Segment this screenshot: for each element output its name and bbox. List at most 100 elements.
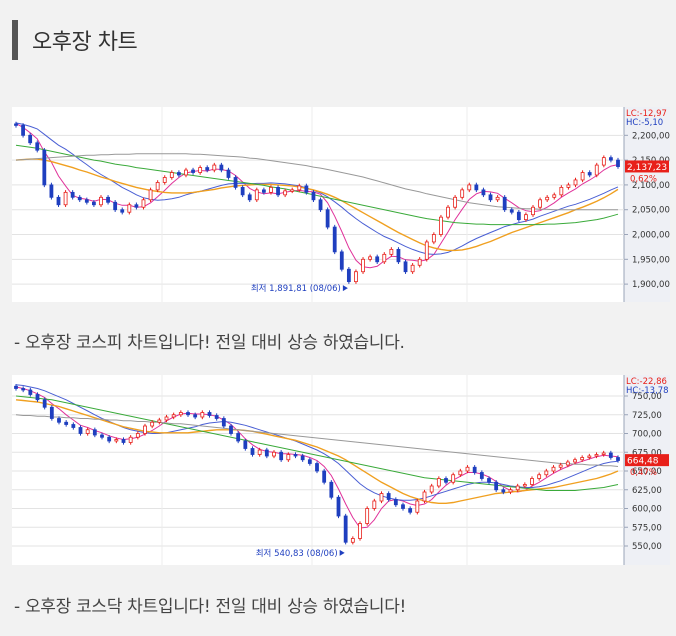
- kospi-candle-body: [609, 157, 613, 161]
- kosdaq-candle-body: [487, 478, 491, 483]
- kospi-y-tick-label: 2,050,00: [632, 206, 670, 216]
- kospi-candle-body: [431, 234, 436, 243]
- kosdaq-candle-body: [365, 508, 370, 524]
- kospi-candle-body: [198, 167, 203, 173]
- kospi-hc-label: HC:-5,10: [626, 118, 663, 128]
- kosdaq-candle-body: [551, 466, 556, 472]
- kospi-candle-body: [346, 268, 351, 283]
- kospi-candle-body: [304, 185, 309, 193]
- kospi-candle-body: [403, 261, 408, 273]
- kosdaq-candle-body: [429, 485, 434, 493]
- section-header: 오후장 차트: [12, 20, 138, 60]
- kospi-candle-body: [176, 172, 181, 176]
- kosdaq-candle-body: [157, 419, 162, 423]
- kosdaq-candle-body: [508, 489, 513, 493]
- kospi-candle-body: [439, 216, 443, 235]
- kosdaq-candle-body: [293, 454, 298, 457]
- kospi-candle-body: [276, 186, 280, 196]
- kospi-candle-body: [290, 189, 295, 192]
- kosdaq-candle-body: [85, 429, 90, 434]
- kospi-ma120-line: [15, 144, 619, 226]
- kosdaq-candle-body: [422, 491, 427, 502]
- kosdaq-candle-body: [315, 463, 319, 472]
- kosdaq-candle-body: [358, 523, 362, 539]
- kosdaq-candle-body: [171, 414, 176, 418]
- kospi-y-tick-label: 2,200,00: [632, 131, 670, 141]
- kosdaq-candle-body: [279, 451, 284, 461]
- kospi-candle-body: [325, 209, 330, 228]
- kospi-candle-body: [566, 184, 571, 188]
- kospi-candle-body: [538, 199, 542, 208]
- kosdaq-hc-label: HC:-13,78: [626, 386, 669, 396]
- kospi-candle-body: [446, 206, 450, 218]
- kosdaq-candle-body: [573, 459, 577, 463]
- kospi-candle-body: [495, 196, 500, 201]
- kosdaq-chart-svg: 750,00 725,00 700,00 675,00 650,00 625,00 600,…: [12, 375, 670, 565]
- kospi-candle-body: [354, 271, 358, 283]
- kosdaq-candle-body: [49, 406, 54, 419]
- kosdaq-candle-body: [121, 439, 126, 443]
- kosdaq-candle-body: [544, 470, 549, 476]
- kosdaq-candle-body: [229, 425, 233, 434]
- kosdaq-y-tick-label: 650,00: [632, 467, 662, 477]
- kospi-lc-label: LC:-12,97: [626, 109, 667, 119]
- kosdaq-candle-body: [78, 427, 83, 434]
- kospi-candle-body: [368, 256, 373, 260]
- kosdaq-current-price-box: [625, 454, 669, 467]
- kospi-current-price-box: [625, 160, 669, 173]
- kospi-candle-body: [14, 123, 18, 126]
- kosdaq-y-tick-label: 550,00: [632, 542, 662, 552]
- kosdaq-low-arrow-icon: [339, 549, 345, 556]
- kosdaq-candle-body: [322, 470, 327, 483]
- kospi-candle-body: [63, 191, 68, 206]
- kospi-candle-body: [424, 241, 429, 260]
- kospi-y-axis-panel: [624, 107, 670, 302]
- kospi-candle-body: [587, 172, 592, 176]
- kosdaq-y-tick-label: 700,00: [632, 430, 662, 440]
- kosdaq-candle-body: [57, 418, 61, 423]
- kospi-candle-body: [389, 248, 394, 255]
- kosdaq-candle-body: [601, 452, 606, 455]
- kospi-candle-body: [49, 184, 54, 198]
- kospi-candle-body: [261, 189, 266, 193]
- kosdaq-candle-body: [92, 429, 97, 436]
- kospi-candle-body: [417, 258, 422, 266]
- kosdaq-ma20-line: [15, 384, 619, 501]
- kospi-candle-body: [134, 204, 139, 208]
- kosdaq-candle-body: [300, 455, 305, 461]
- kosdaq-candle-body: [164, 416, 169, 421]
- kosdaq-candle-body: [436, 478, 441, 487]
- kospi-candle-body: [552, 194, 557, 198]
- kosdaq-y-tick-label: 625,00: [632, 486, 662, 496]
- kosdaq-candle-body: [616, 457, 620, 461]
- kospi-candle-body: [559, 186, 564, 196]
- kosdaq-ma120-line: [15, 395, 619, 491]
- kospi-candle-body: [127, 204, 132, 213]
- kosdaq-candle-body: [587, 455, 592, 458]
- kospi-change-pct-label: 0,62%: [630, 174, 657, 184]
- kospi-candle-body: [467, 184, 472, 191]
- kosdaq-y-tick-label: 600,00: [632, 505, 662, 515]
- kospi-ma20-line: [15, 122, 619, 255]
- kosdaq-candle-body: [501, 489, 506, 493]
- kosdaq-y-axis-panel: [624, 375, 670, 565]
- kospi-candle-body: [162, 177, 167, 183]
- kosdaq-candle-body: [286, 454, 291, 461]
- kospi-candle-body: [219, 164, 224, 171]
- kospi-candle-body: [148, 189, 153, 201]
- kospi-candle-body: [545, 196, 550, 201]
- kosdaq-candle-body: [193, 414, 198, 418]
- kospi-candle-body: [92, 201, 96, 206]
- kospi-candle-body: [573, 179, 578, 186]
- kospi-candle-body: [269, 186, 273, 193]
- kospi-candle-body: [42, 149, 47, 186]
- kosdaq-chart: 750,00 725,00 700,00 675,00 650,00 625,00 600,…: [12, 375, 670, 565]
- kospi-candle-body: [155, 182, 160, 191]
- kospi-candle-body: [481, 189, 486, 196]
- kosdaq-candle-body: [608, 452, 613, 458]
- kospi-y-tick-label: 1,900,00: [632, 280, 670, 290]
- kosdaq-candle-body: [135, 433, 140, 438]
- kospi-candle-body: [488, 194, 493, 201]
- kospi-candle-body: [502, 196, 507, 211]
- kosdaq-candle-body: [580, 457, 585, 461]
